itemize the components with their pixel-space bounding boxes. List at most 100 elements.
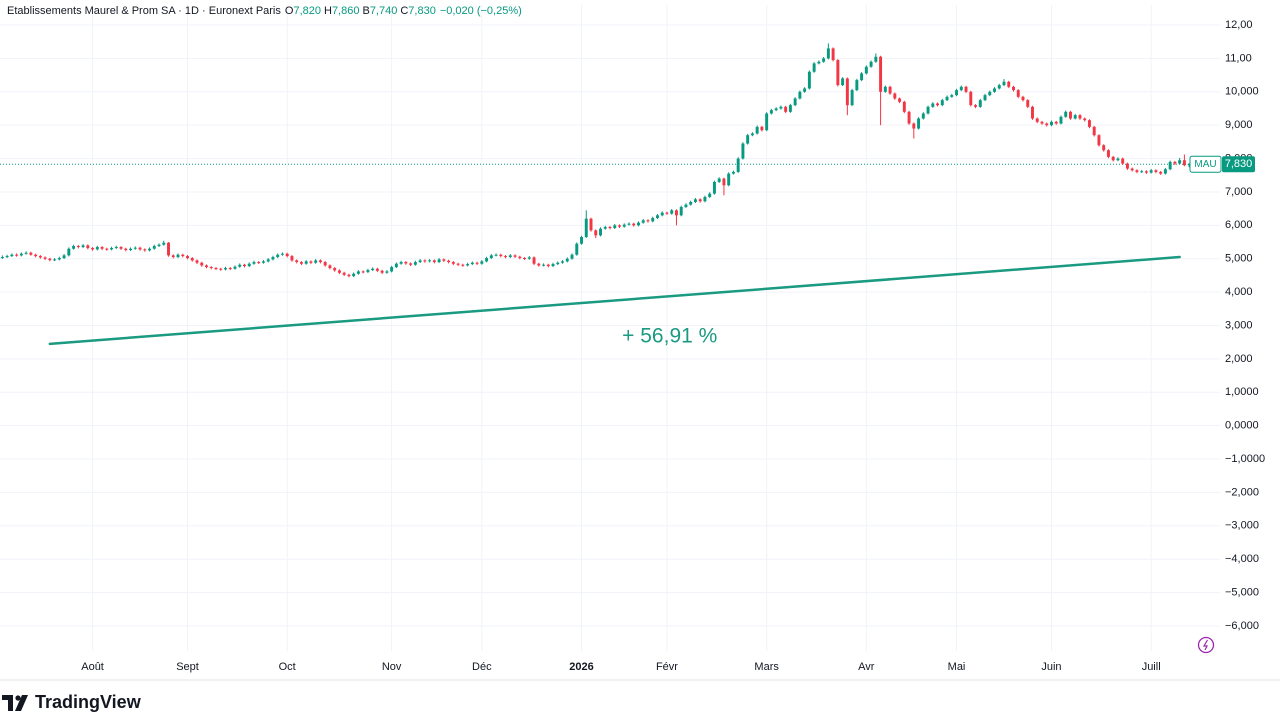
candle-body	[969, 91, 973, 106]
candle-body	[708, 193, 712, 197]
y-tick-label: −5,000	[1225, 586, 1259, 598]
candle-body	[138, 247, 142, 250]
candle-body	[807, 71, 811, 89]
candle-body	[1007, 81, 1011, 87]
candle-body	[299, 262, 303, 264]
candle-body	[594, 230, 598, 236]
candle-body	[1140, 171, 1144, 173]
ohlc-item: H7,860	[324, 5, 359, 17]
brand-name: TradingView	[35, 692, 141, 712]
candle-body	[964, 86, 968, 92]
candle-body	[1116, 158, 1120, 161]
y-tick-label: 9,000	[1225, 119, 1253, 131]
candle-body	[1111, 156, 1115, 161]
x-tick-label: Févr	[656, 661, 678, 673]
candle-body	[518, 256, 522, 259]
candle-body	[1092, 126, 1096, 136]
candle-body	[167, 242, 170, 256]
symbol-title: Etablissements Maurel & Prom SA · 1D · E…	[7, 5, 281, 17]
candle-body	[993, 88, 996, 92]
candle-body	[190, 258, 194, 261]
candle-body	[637, 222, 640, 226]
candle-body	[390, 267, 394, 272]
candle-body	[447, 260, 451, 263]
candle-body	[1121, 158, 1125, 164]
ohlc-key: B	[362, 5, 370, 17]
candle-body	[584, 218, 588, 238]
candle-body	[380, 270, 384, 273]
candle-body	[580, 237, 583, 244]
candle-body	[285, 253, 289, 257]
candle-body	[717, 178, 721, 182]
candle-body	[1178, 160, 1182, 164]
candle-body	[722, 178, 726, 186]
candle-body	[375, 268, 379, 271]
y-tick-label: 1,0000	[1225, 386, 1259, 398]
candle-body	[86, 245, 90, 249]
y-tick-label: 5,000	[1225, 253, 1253, 265]
candle-body	[19, 253, 23, 256]
candle-body	[655, 215, 659, 218]
x-tick-label: Sept	[176, 661, 199, 673]
candle-body	[38, 256, 42, 258]
candle-body	[1054, 121, 1058, 124]
y-tick-label: 4,000	[1225, 286, 1253, 298]
candle-body	[1059, 116, 1063, 124]
candle-body	[409, 263, 413, 265]
candle-body	[660, 212, 664, 216]
candle-body	[670, 210, 674, 214]
candle-body	[124, 248, 128, 251]
x-tick-label: Oct	[279, 661, 296, 673]
candle-body	[200, 262, 204, 266]
candle-body	[437, 259, 441, 263]
candle-body	[205, 265, 208, 268]
candle-body	[72, 246, 76, 249]
candle-body	[81, 245, 85, 248]
candle-body	[836, 60, 840, 86]
candle-body	[508, 255, 512, 258]
candle-body	[898, 98, 902, 102]
candle-body	[62, 255, 66, 259]
ohlc-item: O7,820	[285, 5, 321, 17]
candle-body	[243, 264, 246, 267]
candle-body	[0, 257, 4, 259]
y-tick-label: 3,000	[1225, 319, 1253, 331]
candle-body	[883, 86, 887, 92]
brand-logo	[2, 694, 28, 711]
candle-body	[850, 90, 854, 106]
ohlc-key: H	[323, 5, 332, 17]
grid	[0, 5, 1220, 651]
price-tag: 7,830	[1225, 158, 1253, 170]
candle-body	[1163, 169, 1167, 174]
ohlc-key: C	[400, 5, 409, 17]
candle-body	[34, 254, 38, 257]
candle-body	[689, 201, 693, 205]
candles	[0, 43, 1191, 278]
candle-body	[641, 220, 645, 223]
candle-body	[936, 103, 940, 106]
brand[interactable]: TradingView	[2, 692, 141, 713]
candle-body	[988, 91, 992, 96]
candle-body	[1125, 163, 1129, 169]
candle-body	[1012, 86, 1015, 91]
candle-body	[997, 85, 1001, 89]
candle-body	[475, 262, 479, 264]
y-tick-label: −4,000	[1225, 553, 1259, 565]
candle-body	[129, 248, 133, 251]
trend-line	[48, 255, 1181, 346]
symbol-tag: MAU	[1194, 159, 1216, 170]
x-tick-label: Août	[81, 661, 104, 673]
candle-body	[1031, 106, 1034, 119]
x-tick-label: Mai	[948, 661, 966, 673]
symbol-tag-bg	[1189, 155, 1222, 173]
candle-body	[826, 48, 830, 59]
candle-body	[622, 224, 626, 227]
candle-body	[703, 196, 707, 202]
candle-body	[43, 257, 47, 259]
alert-icon[interactable]	[1197, 636, 1215, 654]
y-tick-label: 12,00	[1225, 19, 1253, 31]
candle-body	[1035, 118, 1039, 122]
candle-body	[632, 223, 636, 226]
candle-body	[779, 106, 783, 109]
